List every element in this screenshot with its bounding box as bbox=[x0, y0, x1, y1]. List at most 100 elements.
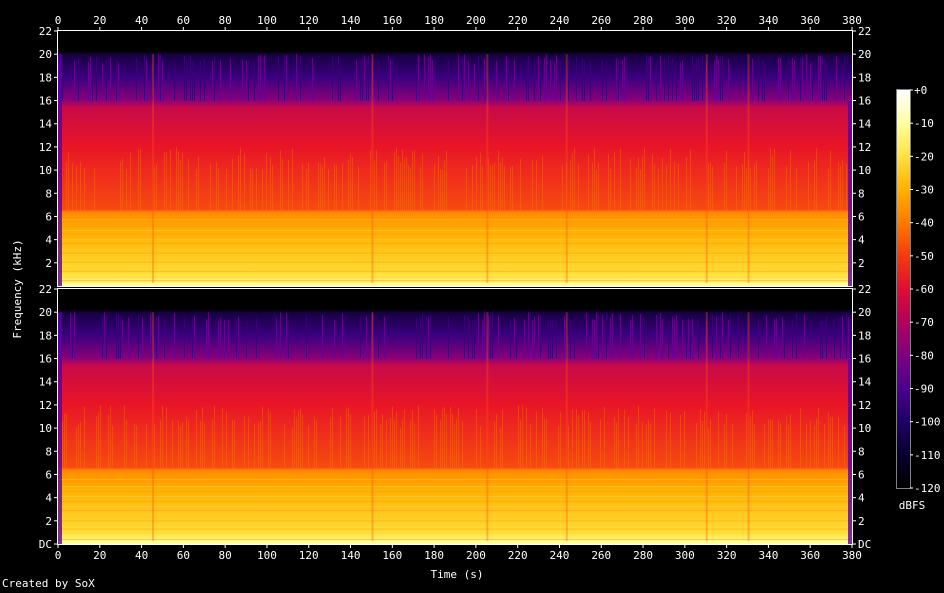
footer-credit: Created by SoX bbox=[2, 577, 95, 590]
colorbar: +0 -10 -20 -30 -40 -50 -60 -70 -80 -90 -100 -110 -12… bbox=[896, 84, 941, 495]
x-axis-label: Time (s) bbox=[431, 568, 484, 581]
x-tick-label-bottom: 80 bbox=[219, 549, 232, 562]
x-tick-label-top: 20 bbox=[93, 14, 106, 27]
colorbar-tick-label: -60 bbox=[914, 283, 934, 296]
y-tick-label-left: 12 bbox=[39, 399, 52, 412]
colorbar-tick-label: -90 bbox=[914, 383, 934, 396]
x-tick-label-bottom: 140 bbox=[341, 549, 361, 562]
x-tick-label-top: 60 bbox=[177, 14, 190, 27]
y-tick-label-left: 6 bbox=[45, 468, 52, 481]
y-tick-label-right: 18 bbox=[858, 71, 871, 84]
channel-frame bbox=[57, 288, 853, 545]
spectrogram-fill bbox=[58, 289, 852, 544]
y-tick-label-right: 8 bbox=[858, 187, 865, 200]
y-tick-label-left: DC bbox=[39, 538, 52, 551]
x-tick-label-bottom: 100 bbox=[257, 549, 277, 562]
colorbar-tick-label: -110 bbox=[914, 449, 941, 462]
x-tick-label-bottom: 340 bbox=[758, 549, 778, 562]
x-tick-label-top: 40 bbox=[135, 14, 148, 27]
y-tick-label-right: 14 bbox=[858, 118, 872, 131]
spectrogram-texture bbox=[58, 312, 852, 544]
x-tick-label-top: 320 bbox=[717, 14, 737, 27]
y-tick-label-left: 16 bbox=[39, 95, 52, 108]
x-tick-label-top: 80 bbox=[219, 14, 232, 27]
y-tick-label-left: 16 bbox=[39, 353, 52, 366]
x-tick-label-top: 120 bbox=[299, 14, 319, 27]
x-tick-label-bottom: 300 bbox=[675, 549, 695, 562]
colorbar-gradient bbox=[897, 90, 910, 488]
x-tick-label-top: 100 bbox=[257, 14, 277, 27]
x-tick-label-bottom: 20 bbox=[93, 549, 106, 562]
x-tick-label-bottom: 40 bbox=[135, 549, 148, 562]
y-tick-label-left: 14 bbox=[39, 118, 53, 131]
y-tick-label-right: 6 bbox=[858, 210, 865, 223]
y-tick-label-left: 22 bbox=[39, 25, 52, 38]
x-tick-label-top: 0 bbox=[55, 14, 62, 27]
x-tick-label-bottom: 280 bbox=[633, 549, 653, 562]
x-tick-label-bottom: 120 bbox=[299, 549, 319, 562]
x-tick-label-bottom: 320 bbox=[717, 549, 737, 562]
y-tick-label-left: 2 bbox=[45, 515, 52, 528]
y-tick-label-left: 10 bbox=[39, 164, 52, 177]
y-tick-label-left: 18 bbox=[39, 329, 52, 342]
x-tick-label-top: 340 bbox=[758, 14, 778, 27]
x-tick-label-bottom: 200 bbox=[466, 549, 486, 562]
y-tick-label-right: 12 bbox=[858, 141, 871, 154]
colorbar-tick-label: -20 bbox=[914, 150, 934, 163]
colorbar-tick-label: -100 bbox=[914, 416, 941, 429]
y-tick-label-left: 2 bbox=[45, 257, 52, 270]
colorbar-tick-label: -120 bbox=[914, 482, 941, 495]
x-tick-label-bottom: 60 bbox=[177, 549, 190, 562]
y-tick-label-right: 20 bbox=[858, 306, 871, 319]
x-tick-label-top: 380 bbox=[842, 14, 862, 27]
y-tick-label-right: 2 bbox=[858, 257, 865, 270]
colorbar-label: dBFS bbox=[899, 499, 926, 512]
x-tick-label-top: 160 bbox=[382, 14, 402, 27]
colorbar-tick-label: -40 bbox=[914, 217, 934, 230]
y-tick-label-right: 16 bbox=[858, 353, 871, 366]
y-tick-label-right: 22 bbox=[858, 283, 871, 296]
y-tick-label-right: 8 bbox=[858, 445, 865, 458]
y-tick-label-right: 10 bbox=[858, 422, 871, 435]
y-tick-label-right: 10 bbox=[858, 164, 871, 177]
x-tick-label-top: 140 bbox=[341, 14, 361, 27]
y-tick-label-right: 12 bbox=[858, 399, 871, 412]
y-tick-label-left: 22 bbox=[39, 283, 52, 296]
y-tick-label-right: 18 bbox=[858, 329, 871, 342]
y-tick-label-left: 20 bbox=[39, 48, 52, 61]
colorbar-tick-label: +0 bbox=[914, 84, 927, 97]
y-tick-label-left: 4 bbox=[45, 234, 52, 247]
y-tick-label-left: 18 bbox=[39, 71, 52, 84]
x-tick-label-bottom: 220 bbox=[508, 549, 528, 562]
y-axis-label: Frequency (kHz) bbox=[11, 239, 24, 338]
y-tick-label-left: 8 bbox=[45, 187, 52, 200]
spectrogram-texture bbox=[58, 54, 852, 286]
y-tick-label-right: DC bbox=[858, 538, 871, 551]
colorbar-tick-label: -70 bbox=[914, 316, 934, 329]
x-tick-label-bottom: 180 bbox=[424, 549, 444, 562]
x-tick-label-top: 180 bbox=[424, 14, 444, 27]
y-tick-label-right: 6 bbox=[858, 468, 865, 481]
x-tick-label-top: 200 bbox=[466, 14, 486, 27]
x-tick-label-bottom: 0 bbox=[55, 549, 62, 562]
spectrogram-fill bbox=[58, 31, 852, 286]
y-tick-label-left: 10 bbox=[39, 422, 52, 435]
y-tick-label-right: 4 bbox=[858, 234, 865, 247]
y-tick-label-right: 16 bbox=[858, 95, 871, 108]
y-tick-label-right: 20 bbox=[858, 48, 871, 61]
y-tick-label-left: 4 bbox=[45, 492, 52, 505]
x-tick-label-top: 360 bbox=[800, 14, 820, 27]
x-tick-label-top: 240 bbox=[550, 14, 570, 27]
x-tick-label-bottom: 380 bbox=[842, 549, 862, 562]
y-tick-label-right: 4 bbox=[858, 492, 865, 505]
colorbar-tick-label: -50 bbox=[914, 250, 934, 263]
y-tick-label-left: 8 bbox=[45, 445, 52, 458]
x-tick-label-top: 220 bbox=[508, 14, 528, 27]
y-tick-label-left: 12 bbox=[39, 141, 52, 154]
x-tick-label-top: 300 bbox=[675, 14, 695, 27]
colorbar-tick-label: -10 bbox=[914, 117, 934, 130]
x-tick-label-bottom: 360 bbox=[800, 549, 820, 562]
channel-frame bbox=[57, 30, 853, 287]
